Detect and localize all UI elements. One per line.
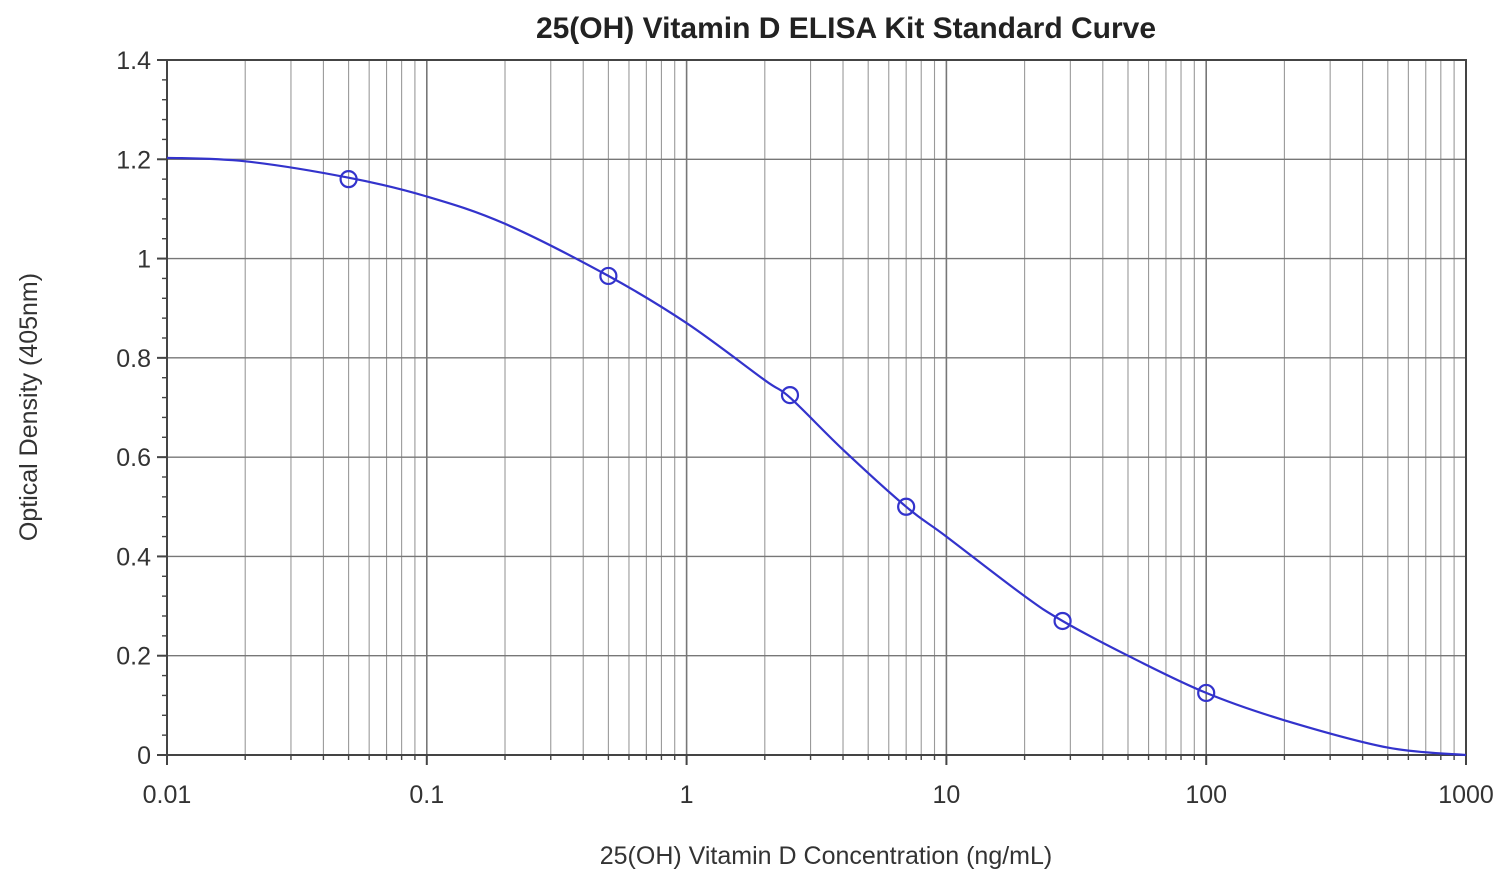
y-axis-label: Optical Density (405nm) — [15, 273, 43, 541]
x-tick-label: 10 — [932, 781, 960, 809]
data-point — [1053, 611, 1072, 631]
x-tick-label: 1 — [680, 781, 694, 809]
x-tick-label: 1000 — [1438, 781, 1494, 809]
axis-ticks — [157, 59, 1467, 765]
y-tick-label: 0.6 — [116, 444, 151, 472]
data-point — [780, 385, 800, 405]
y-tick-label: 0 — [137, 742, 151, 770]
x-tick-label: 100 — [1185, 781, 1227, 809]
x-axis-label: 25(OH) Vitamin D Concentration (ng/mL) — [600, 842, 1053, 870]
y-tick-label: 1 — [137, 246, 151, 274]
y-tick-label: 1.2 — [116, 146, 151, 174]
data-point — [1197, 683, 1216, 703]
data-points — [339, 170, 1216, 703]
y-tick-label: 1.4 — [116, 47, 151, 75]
fit-curve — [166, 156, 1467, 757]
plot-frame — [166, 59, 1467, 756]
y-tick-label: 0.4 — [116, 543, 151, 571]
y-tick-label: 0.8 — [116, 345, 151, 373]
grid — [166, 59, 1466, 756]
x-tick-label: 0.1 — [409, 781, 444, 809]
x-tick-labels: 0.01 0.1 1 10 100 1000 — [143, 781, 1494, 809]
y-tick-labels: 0 0.2 0.4 0.6 0.8 1 1.2 1.4 — [116, 47, 151, 770]
data-point — [897, 497, 916, 516]
y-tick-label: 0.2 — [116, 643, 151, 671]
data-point — [339, 170, 358, 189]
x-tick-label: 0.01 — [143, 781, 192, 809]
chart-title: 25(OH) Vitamin D ELISA Kit Standard Curv… — [536, 12, 1156, 45]
data-point — [599, 266, 618, 286]
